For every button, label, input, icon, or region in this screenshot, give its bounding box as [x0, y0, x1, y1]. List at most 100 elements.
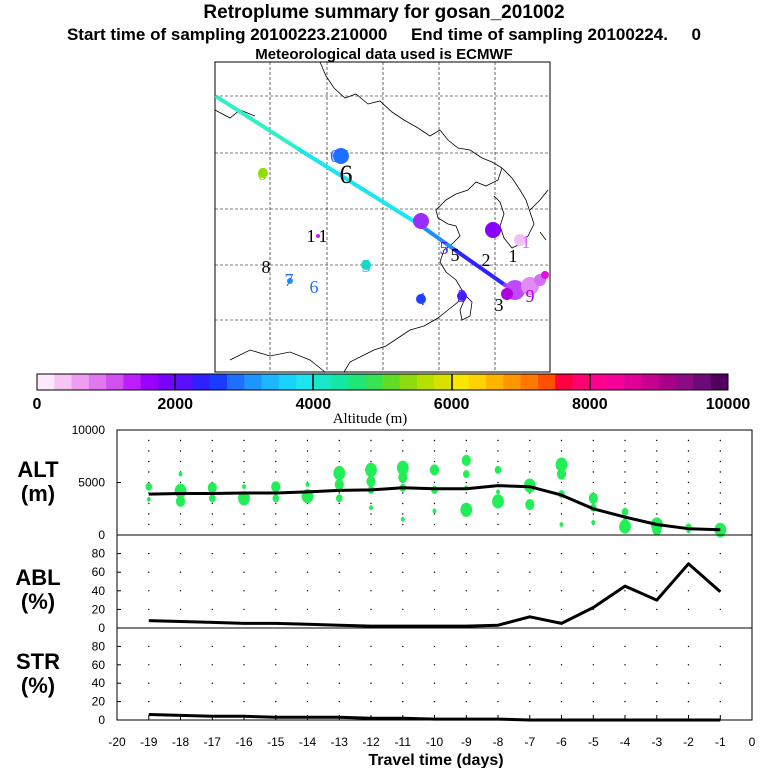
panel-frame — [116, 627, 753, 721]
x-tick-label: 0 — [749, 735, 756, 749]
map-label: 1 — [319, 226, 328, 246]
map-label: 2 — [482, 250, 491, 270]
scatter-point — [145, 482, 153, 491]
x-tick-label: -13 — [331, 735, 349, 749]
scatter-point — [591, 520, 596, 525]
map-label: 5 — [451, 245, 460, 265]
plume-blob — [333, 148, 349, 164]
dot-grid — [148, 645, 721, 703]
colorbar-tick-label: 4000 — [296, 396, 332, 413]
scatter-point — [492, 494, 504, 509]
scatter-point — [461, 454, 471, 466]
x-tick-label: -9 — [461, 735, 472, 749]
plume-blob — [457, 291, 467, 301]
end-time-value: 0 — [691, 25, 702, 44]
scatter-point — [555, 457, 568, 472]
scatter-point — [242, 484, 246, 490]
scatter-point — [175, 495, 186, 507]
map-gridlines — [215, 62, 550, 372]
scatter-point — [369, 505, 373, 511]
colorbar-cell — [244, 374, 262, 390]
y-tick-label: 0 — [98, 528, 105, 542]
map-label: 9 — [526, 286, 535, 306]
scatter-point — [178, 471, 183, 477]
scatter-point — [238, 491, 250, 506]
scatter-point — [271, 481, 281, 493]
map-label: 7 — [285, 270, 294, 290]
colorbar-label: Altitude (m) — [333, 411, 408, 427]
colorbar-cell — [71, 374, 90, 390]
colorbar-cell — [710, 374, 729, 390]
str-axis-label-line1: STR — [16, 649, 60, 674]
y-tick-labels: 80 60 40 20 0 — [92, 639, 106, 727]
scatter-point — [619, 519, 631, 534]
abl-axis-label-line1: ABL — [15, 565, 61, 590]
str-axis-label: STR (%) — [3, 650, 73, 698]
map-label: 6 — [340, 160, 353, 189]
colorbar-cell — [589, 374, 608, 390]
map-label: 8 — [262, 257, 271, 277]
map-label: 5 — [362, 256, 371, 276]
colorbar-cell — [227, 374, 245, 390]
abl-axis-label-line2: (%) — [20, 589, 56, 614]
alt-axis-label-line1: ALT — [17, 457, 59, 482]
y-tick-label: 60 — [92, 565, 106, 579]
alt-axis-label: ALT (m) — [3, 458, 73, 506]
map-label: 5 — [440, 238, 449, 258]
colorbar-cell — [486, 374, 504, 390]
met-data-label: Meteorological data used is ECMWF — [255, 46, 513, 63]
colorbar-cell — [520, 374, 539, 390]
colorbar-cell — [624, 374, 643, 390]
plume-blob — [316, 234, 320, 238]
x-axis-title: Travel time (days) — [368, 752, 503, 768]
x-tick-label: -11 — [395, 735, 412, 749]
colorbar-cell — [37, 374, 55, 390]
y-tick-label: 60 — [92, 658, 106, 672]
colorbar-cell — [278, 374, 297, 390]
scatter-point — [556, 468, 567, 480]
colorbar-cell — [434, 374, 452, 390]
scatter-point — [398, 471, 408, 483]
scatter-point — [366, 475, 376, 487]
x-tick-label: -4 — [620, 735, 631, 749]
y-tick-label: 80 — [92, 547, 106, 561]
colorbar-cell — [468, 374, 487, 390]
scatter-point — [396, 460, 409, 475]
x-tick-label: -2 — [683, 735, 694, 749]
abl-axis-label: ABL (%) — [3, 566, 73, 614]
x-tick-label: -7 — [524, 735, 535, 749]
colorbar-cell — [365, 374, 383, 390]
colorbar-cell — [641, 374, 660, 390]
scatter-point — [494, 465, 502, 474]
x-tick-label: -19 — [140, 735, 158, 749]
plume-blob — [416, 294, 426, 304]
x-tick-label: -3 — [651, 735, 662, 749]
colorbar-cell — [676, 374, 694, 390]
colorbar-cell — [140, 374, 159, 390]
plume-blob — [413, 213, 429, 229]
y-tick-label: 0 — [98, 621, 105, 635]
y-tick-labels: 80 60 40 20 0 — [92, 547, 106, 635]
x-tick-label: -6 — [556, 735, 567, 749]
scatter-point — [305, 482, 310, 487]
map-label: 4 — [417, 289, 426, 309]
x-tick-label: -17 — [204, 735, 222, 749]
sampling-times: Start time of sampling 20100223.210000 E… — [0, 25, 768, 45]
plume-blob — [501, 288, 513, 300]
alt-panel: 10000 5000 0 — [72, 423, 753, 542]
colorbar-cell — [261, 374, 280, 390]
plume-blob — [514, 234, 526, 246]
colorbar-cell — [607, 374, 625, 390]
map-label: 67 — [330, 146, 348, 166]
dot-grid — [148, 552, 721, 611]
abl-panel: 80 60 40 20 0 — [92, 534, 753, 635]
colorbar-cell — [313, 374, 332, 390]
map-label: 6 — [417, 211, 426, 231]
map-frame — [214, 61, 551, 373]
colorbar-frame — [36, 373, 729, 391]
x-tick-label: -10 — [426, 735, 444, 749]
colorbar-tick-label: 0 — [33, 396, 42, 413]
colorbar-cell — [106, 374, 124, 390]
map-label: 3 — [495, 295, 504, 315]
